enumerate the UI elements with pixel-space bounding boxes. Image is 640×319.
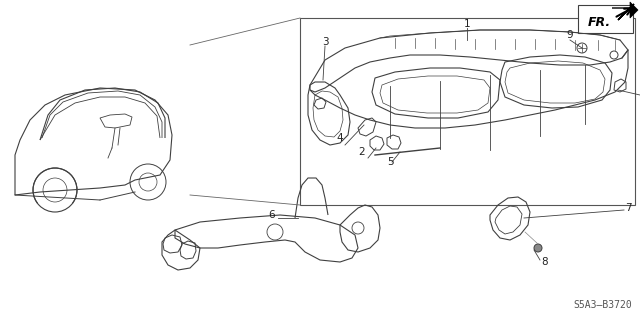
Text: 5: 5	[387, 157, 394, 167]
Bar	[578, 5, 633, 33]
Text: 3: 3	[322, 37, 328, 47]
Text: S5A3–B3720: S5A3–B3720	[573, 300, 632, 310]
Text: FR.: FR.	[588, 16, 611, 28]
Polygon shape	[618, 4, 634, 20]
Circle shape	[534, 244, 542, 252]
Polygon shape	[612, 2, 638, 18]
Text: 2: 2	[358, 147, 365, 157]
Text: 7: 7	[625, 203, 631, 213]
Text: 1: 1	[464, 19, 470, 29]
Text: 8: 8	[541, 257, 548, 267]
Text: 4: 4	[337, 133, 343, 143]
Bar	[300, 18, 635, 205]
Text: 9: 9	[566, 30, 573, 40]
Text: 6: 6	[269, 210, 275, 220]
